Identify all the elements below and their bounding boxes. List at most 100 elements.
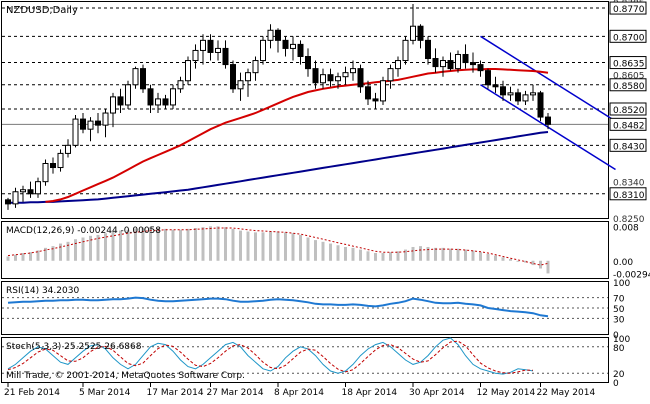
x-axis-label: 12 May 2014 (477, 388, 536, 398)
candle (260, 36, 266, 65)
macd-histogram-bar (509, 259, 512, 261)
price-chart-title: NZDUSD,Daily (6, 5, 78, 16)
candle (20, 185, 26, 202)
price-axis-label: 0.8430 (613, 142, 645, 152)
bullish-candle-body (155, 98, 161, 106)
candle (477, 60, 484, 77)
macd-histogram-bar (299, 234, 302, 261)
macd-histogram-bar (126, 229, 130, 261)
macd-histogram-bar (426, 246, 430, 261)
price-axis-label: 0.8770 (613, 5, 645, 15)
x-axis-label: 18 Apr 2014 (342, 388, 398, 398)
macd-histogram-bar (179, 229, 182, 261)
bullish-candle-body (530, 92, 536, 96)
macd-histogram-bar (389, 252, 392, 261)
candle (290, 36, 296, 61)
macd-histogram-bar (479, 252, 482, 261)
candle (350, 60, 356, 81)
bullish-candle-body (12, 191, 19, 205)
bullish-candle-body (402, 39, 409, 62)
macd-histogram-bar (366, 251, 370, 261)
candle (147, 84, 154, 114)
candle (417, 24, 424, 49)
candle (177, 76, 184, 93)
bullish-candle-body (177, 80, 184, 90)
bullish-candle-body (200, 39, 206, 51)
candle (200, 34, 206, 65)
macd-histogram-bar (186, 228, 190, 261)
candle (440, 56, 446, 77)
bearish-candle-body (312, 68, 319, 84)
bearish-candle-body (117, 96, 124, 106)
bearish-candle-body (432, 58, 439, 68)
macd-axis-label: 0.008 (613, 223, 639, 233)
candle (27, 181, 34, 198)
fast-moving-average-line (45, 68, 549, 203)
stoch-axis-label: 100 (613, 335, 630, 345)
price-label-box (609, 56, 647, 70)
macd-axis-label: -0.00294 (613, 270, 650, 280)
macd-histogram-bar (96, 234, 100, 261)
candle (192, 44, 199, 69)
bearish-candle-body (80, 118, 86, 130)
candle (252, 56, 259, 81)
bullish-candle-body (192, 49, 199, 62)
price-axis-label: 0.8482 (613, 121, 645, 131)
candle (237, 72, 244, 101)
bullish-candle-body (170, 88, 176, 106)
bullish-candle-body (132, 68, 139, 86)
price-label-box (609, 187, 647, 201)
candle (455, 50, 461, 73)
macd-histogram-bar (29, 252, 32, 261)
candle (117, 88, 124, 114)
bullish-candle-body (20, 189, 26, 193)
bullish-candle-body (410, 25, 416, 41)
macd-histogram-bar (306, 237, 310, 261)
bullish-candle-body (65, 144, 71, 154)
bearish-candle-body (207, 39, 214, 53)
macd-histogram-bar (329, 243, 332, 261)
candle (507, 86, 514, 101)
macd-histogram-bar (111, 231, 115, 261)
candle (320, 68, 326, 89)
candle (65, 139, 71, 158)
candle (207, 34, 214, 61)
x-axis-label: 21 Feb 2014 (4, 388, 60, 398)
price-label-box (609, 138, 647, 152)
macd-histogram-bar (246, 231, 250, 261)
bullish-candle-body (125, 84, 131, 106)
bearish-candle-body (162, 98, 169, 106)
candle (380, 76, 386, 105)
bullish-candle-body (102, 112, 109, 126)
macd-histogram-bar (396, 251, 400, 261)
macd-histogram-bar (524, 260, 527, 263)
candle (5, 197, 11, 210)
bullish-candle-body (380, 80, 386, 102)
macd-histogram-bar (134, 228, 137, 261)
candle (110, 92, 116, 128)
rsi-axis-label: 30 (613, 315, 625, 325)
bullish-candle-body (87, 120, 94, 130)
macd-histogram-bar (291, 233, 295, 261)
candle (275, 28, 281, 53)
price-panel-frame (1, 1, 609, 219)
macd-histogram-bar (531, 260, 535, 266)
macd-panel-frame (1, 221, 609, 279)
price-axis-label: 0.8250 (613, 215, 645, 225)
macd-histogram-bar (434, 247, 437, 261)
macd-histogram-bar (456, 248, 460, 261)
bullish-candle-body (387, 68, 394, 82)
candle (372, 92, 379, 109)
macd-histogram-bar (119, 230, 122, 261)
candle (402, 36, 409, 65)
bullish-candle-body (267, 29, 274, 41)
rsi-axis-label: 70 (613, 295, 625, 305)
bearish-candle-body (417, 25, 424, 41)
bearish-candle-body (372, 98, 379, 102)
price-label-box (609, 29, 647, 43)
bearish-candle-body (50, 162, 56, 169)
macd-histogram-bar (231, 228, 235, 261)
candle (215, 40, 221, 61)
bearish-candle-body (477, 64, 484, 72)
